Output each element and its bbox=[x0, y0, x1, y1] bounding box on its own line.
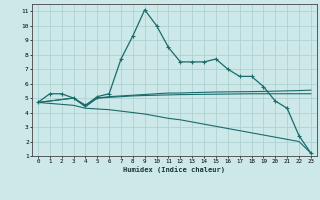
X-axis label: Humidex (Indice chaleur): Humidex (Indice chaleur) bbox=[124, 166, 225, 173]
